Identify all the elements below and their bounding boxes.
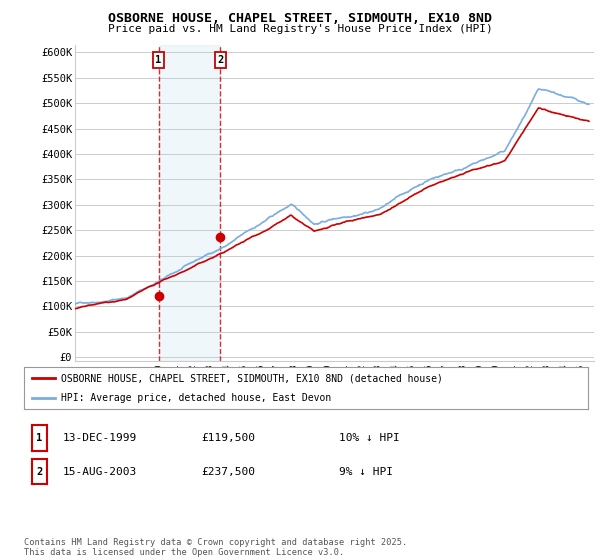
Text: 9% ↓ HPI: 9% ↓ HPI: [339, 466, 393, 477]
Text: 15-AUG-2003: 15-AUG-2003: [63, 466, 137, 477]
Text: £119,500: £119,500: [201, 433, 255, 443]
Text: OSBORNE HOUSE, CHAPEL STREET, SIDMOUTH, EX10 8ND: OSBORNE HOUSE, CHAPEL STREET, SIDMOUTH, …: [108, 12, 492, 25]
Text: 1: 1: [155, 55, 161, 65]
Text: Contains HM Land Registry data © Crown copyright and database right 2025.
This d: Contains HM Land Registry data © Crown c…: [24, 538, 407, 557]
Text: 1: 1: [36, 433, 42, 443]
Text: 2: 2: [217, 55, 223, 65]
Text: OSBORNE HOUSE, CHAPEL STREET, SIDMOUTH, EX10 8ND (detached house): OSBORNE HOUSE, CHAPEL STREET, SIDMOUTH, …: [61, 373, 443, 383]
Text: £237,500: £237,500: [201, 466, 255, 477]
Text: 2: 2: [36, 466, 42, 477]
Text: 10% ↓ HPI: 10% ↓ HPI: [339, 433, 400, 443]
Text: 13-DEC-1999: 13-DEC-1999: [63, 433, 137, 443]
Text: Price paid vs. HM Land Registry's House Price Index (HPI): Price paid vs. HM Land Registry's House …: [107, 24, 493, 34]
Bar: [158, 45, 220, 361]
Text: HPI: Average price, detached house, East Devon: HPI: Average price, detached house, East…: [61, 393, 331, 403]
